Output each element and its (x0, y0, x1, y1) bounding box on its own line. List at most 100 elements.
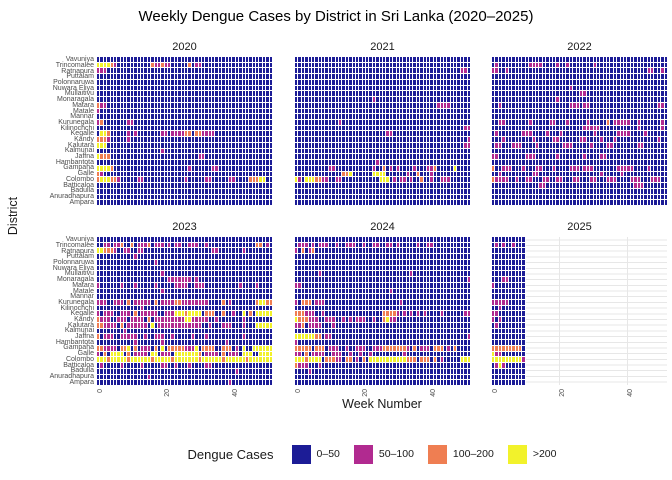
heatmap-tile (110, 317, 113, 322)
facet-strip-2023: 2023 (172, 221, 197, 233)
heatmap-tile (185, 248, 188, 254)
heatmap-tile (188, 131, 191, 137)
heatmap-tile (235, 294, 239, 300)
heatmap-tile (130, 317, 134, 322)
heatmap-tile (195, 165, 198, 171)
heatmap-tile (492, 68, 495, 74)
heatmap-tile (127, 154, 130, 160)
heatmap-tile (657, 102, 661, 108)
heatmap-tile (505, 125, 508, 131)
heatmap-tile (624, 62, 627, 68)
heatmap-tile (376, 120, 379, 125)
heatmap-tile (613, 154, 617, 160)
heatmap-tile (613, 171, 617, 177)
heatmap-tile (664, 62, 667, 68)
heatmap-tile (188, 79, 191, 85)
heatmap-tile (110, 91, 113, 97)
heatmap-tile (430, 148, 433, 154)
heatmap-tile (389, 200, 393, 205)
heatmap-tile (460, 183, 464, 188)
heatmap-tile (362, 85, 366, 91)
heatmap-tile (195, 57, 198, 62)
heatmap-tile (151, 137, 154, 142)
heatmap-tile (372, 102, 376, 108)
heatmap-tile (345, 200, 349, 205)
heatmap-tile (630, 154, 634, 160)
heatmap-tile (529, 171, 532, 177)
heatmap-tile (552, 171, 556, 177)
heatmap-tile (127, 237, 130, 242)
heatmap-tile (144, 79, 147, 85)
heatmap-tile (546, 68, 549, 74)
heatmap-tile (410, 120, 413, 125)
heatmap-tile (269, 282, 272, 288)
heatmap-tile (539, 194, 542, 200)
heatmap-tile (134, 259, 137, 265)
heatmap-tile (342, 148, 345, 154)
heatmap-tile (399, 91, 403, 97)
heatmap-tile (576, 131, 579, 137)
heatmap-tile (420, 108, 423, 114)
heatmap-tile (416, 142, 420, 148)
heatmap-tile (403, 97, 406, 102)
heatmap-tile (198, 183, 201, 188)
heatmap-tile (266, 317, 269, 322)
heatmap-tile (161, 142, 164, 148)
heatmap-tile (256, 85, 259, 91)
heatmap-tile (185, 85, 188, 91)
heatmap-tile (124, 328, 127, 334)
heatmap-tile (396, 120, 399, 125)
heatmap-tile (269, 154, 272, 160)
heatmap-tile (325, 131, 328, 137)
heatmap-tile (379, 120, 382, 125)
heatmap-tile (208, 120, 212, 125)
heatmap-tile (529, 200, 532, 205)
heatmap-tile (396, 62, 399, 68)
heatmap-tile (573, 108, 576, 114)
heatmap-tile (164, 282, 168, 288)
heatmap-tile (566, 200, 569, 205)
heatmap-tile (328, 120, 332, 125)
heatmap-tile (161, 254, 164, 259)
heatmap-tile (379, 160, 382, 165)
heatmap-tile (457, 62, 460, 68)
heatmap-tile (376, 108, 379, 114)
heatmap-tile (107, 171, 110, 177)
heatmap-tile (188, 154, 191, 160)
heatmap-tile (97, 200, 100, 205)
heatmap-tile (443, 160, 447, 165)
heatmap-tile (229, 271, 232, 277)
heatmap-tile (593, 142, 596, 148)
heatmap-tile (161, 317, 164, 322)
heatmap-tile (440, 97, 443, 102)
heatmap-tile (259, 97, 262, 102)
heatmap-tile (498, 91, 502, 97)
heatmap-tile (383, 171, 386, 177)
heatmap-tile (215, 74, 218, 79)
heatmap-tile (355, 137, 359, 142)
heatmap-tile (607, 125, 610, 131)
heatmap-tile (161, 322, 164, 328)
heatmap-tile (252, 259, 256, 265)
heatmap-tile (600, 68, 603, 74)
heatmap-tile (315, 148, 318, 154)
heatmap-tile (137, 200, 140, 205)
heatmap-tile (427, 137, 430, 142)
heatmap-tile (218, 171, 222, 177)
heatmap-tile (519, 114, 522, 120)
heatmap-tile (607, 194, 610, 200)
heatmap-tile (315, 108, 318, 114)
heatmap-tile (218, 165, 222, 171)
heatmap-tile (556, 108, 559, 114)
heatmap-tile (107, 79, 110, 85)
heatmap-tile (573, 137, 576, 142)
heatmap-tile (502, 62, 505, 68)
heatmap-tile (103, 131, 107, 137)
heatmap-tile (164, 317, 168, 322)
heatmap-tile (467, 62, 470, 68)
heatmap-tile (120, 294, 124, 300)
heatmap-tile (218, 102, 222, 108)
heatmap-tile (315, 74, 318, 79)
heatmap-tile (396, 125, 399, 131)
heatmap-tile (266, 160, 269, 165)
